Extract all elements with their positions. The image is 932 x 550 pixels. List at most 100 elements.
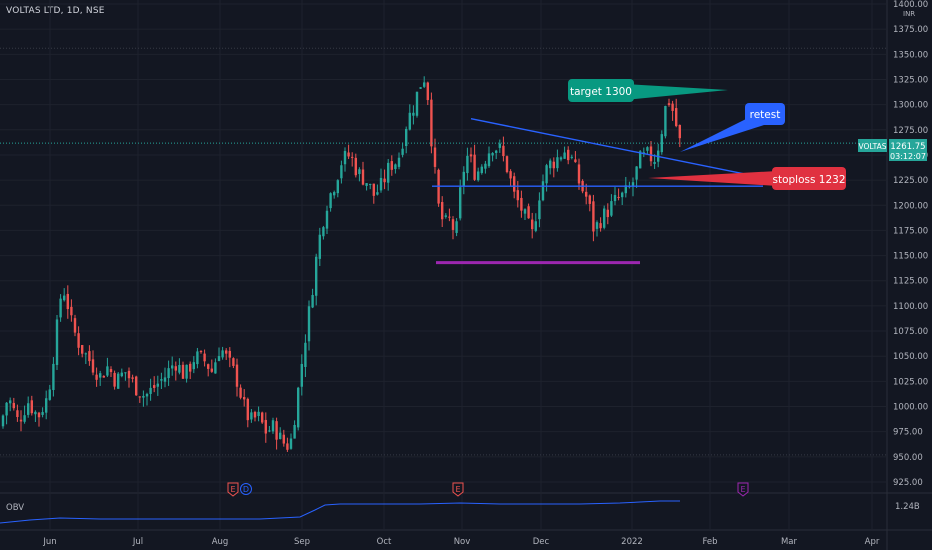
x-tick-label: Nov (454, 537, 471, 547)
candle-body (214, 362, 217, 374)
y-tick-label: 1050.00 (893, 352, 928, 362)
candle-body (513, 176, 516, 192)
candle-body (117, 373, 120, 389)
x-tick-label: Aug (212, 537, 229, 547)
candle-body (639, 151, 642, 169)
candle-body (567, 149, 570, 161)
candle-body (401, 148, 404, 155)
x-tick-label: 2022 (621, 537, 643, 547)
candle-body (646, 147, 649, 151)
x-tick-label: Oct (377, 537, 392, 547)
candle-body (102, 375, 105, 378)
candle-body (149, 387, 152, 394)
candle-body (264, 419, 267, 434)
candle-body (174, 366, 177, 371)
candle-body (484, 163, 487, 169)
x-tick-label: Dec (533, 537, 550, 547)
candle-body (387, 162, 390, 183)
candle-body (469, 154, 473, 157)
y-tick-label: 1300.00 (893, 101, 928, 111)
candle-body (610, 201, 613, 216)
candle-body (203, 353, 206, 362)
candle-body (412, 112, 415, 116)
candle-body (84, 353, 87, 355)
candle-body (77, 333, 80, 348)
candle-body (509, 171, 512, 179)
retest-label: retest (750, 109, 781, 121)
candle-body (210, 368, 213, 372)
obv-pane: OBV 1.24B (0, 499, 923, 524)
candle-body (516, 190, 519, 201)
candle-body (99, 373, 102, 378)
candle-body (88, 351, 91, 362)
y-tick-label: 950.00 (893, 453, 923, 463)
candle-body (671, 103, 674, 111)
candle-body (41, 412, 44, 415)
candle-body (48, 389, 51, 400)
candle-body (441, 202, 444, 220)
obv-name: OBV (6, 503, 24, 513)
candle-body (113, 372, 116, 387)
y-tick-label: 1025.00 (893, 377, 928, 387)
candle-body (592, 201, 595, 232)
candle-body (192, 362, 195, 370)
candle-body (142, 395, 145, 398)
candle-body (91, 359, 95, 373)
candle-body (275, 421, 278, 440)
candle-body (106, 366, 109, 376)
currency-label: INR (903, 10, 916, 18)
candle-body (239, 387, 242, 398)
candle-body (621, 192, 624, 198)
y-tick-label: 975.00 (893, 428, 923, 438)
candle-body (120, 372, 123, 377)
y-tick-label: 1400.00 (893, 0, 928, 10)
candle-body (448, 216, 451, 218)
candle-body (311, 294, 314, 308)
candle-body (376, 192, 379, 195)
candle-body (243, 397, 246, 400)
y-tick-label: 1200.00 (893, 201, 928, 211)
y-tick-label: 1350.00 (893, 50, 928, 60)
candle-body (444, 215, 447, 217)
event-label: E (455, 485, 460, 494)
candle-body (225, 350, 228, 354)
candle-body (649, 146, 653, 162)
candle-body (354, 157, 357, 176)
descending-trendline (470, 118, 761, 178)
y-tick-label: 1100.00 (893, 302, 928, 312)
candle-body (426, 82, 429, 101)
candle-body (268, 430, 271, 432)
candle-body (664, 105, 667, 137)
candle-body (304, 342, 307, 367)
candle-body (329, 193, 332, 209)
candle-body (315, 256, 318, 296)
y-tick-label: 1325.00 (893, 75, 928, 85)
candle-body (574, 159, 577, 163)
candle-body (127, 370, 131, 379)
candle-body (55, 319, 59, 365)
event-label: D (243, 485, 249, 494)
candle-body (30, 400, 33, 414)
candle-body (433, 147, 437, 167)
countdown-text: 03:12:07 (890, 152, 926, 161)
candle-body (336, 180, 339, 194)
candle-body (523, 209, 527, 214)
y-tick-label: 1275.00 (893, 126, 928, 136)
candle-body (199, 351, 203, 353)
target-callout-tail (625, 84, 728, 100)
candle-body (70, 306, 73, 316)
candle-body (257, 411, 260, 416)
y-tick-label: 1375.00 (893, 25, 928, 35)
y-axis: 925.00 950.00 975.00 1000.00 1025.00 1050.00 1… (893, 0, 928, 488)
candle-body (423, 82, 426, 87)
candle-body (419, 87, 422, 89)
candle-body (487, 153, 491, 167)
earnings-marker (737, 482, 749, 497)
candle-body (675, 108, 678, 127)
candle-body (232, 358, 235, 366)
candle-body (297, 387, 300, 428)
candle-body (27, 403, 30, 415)
